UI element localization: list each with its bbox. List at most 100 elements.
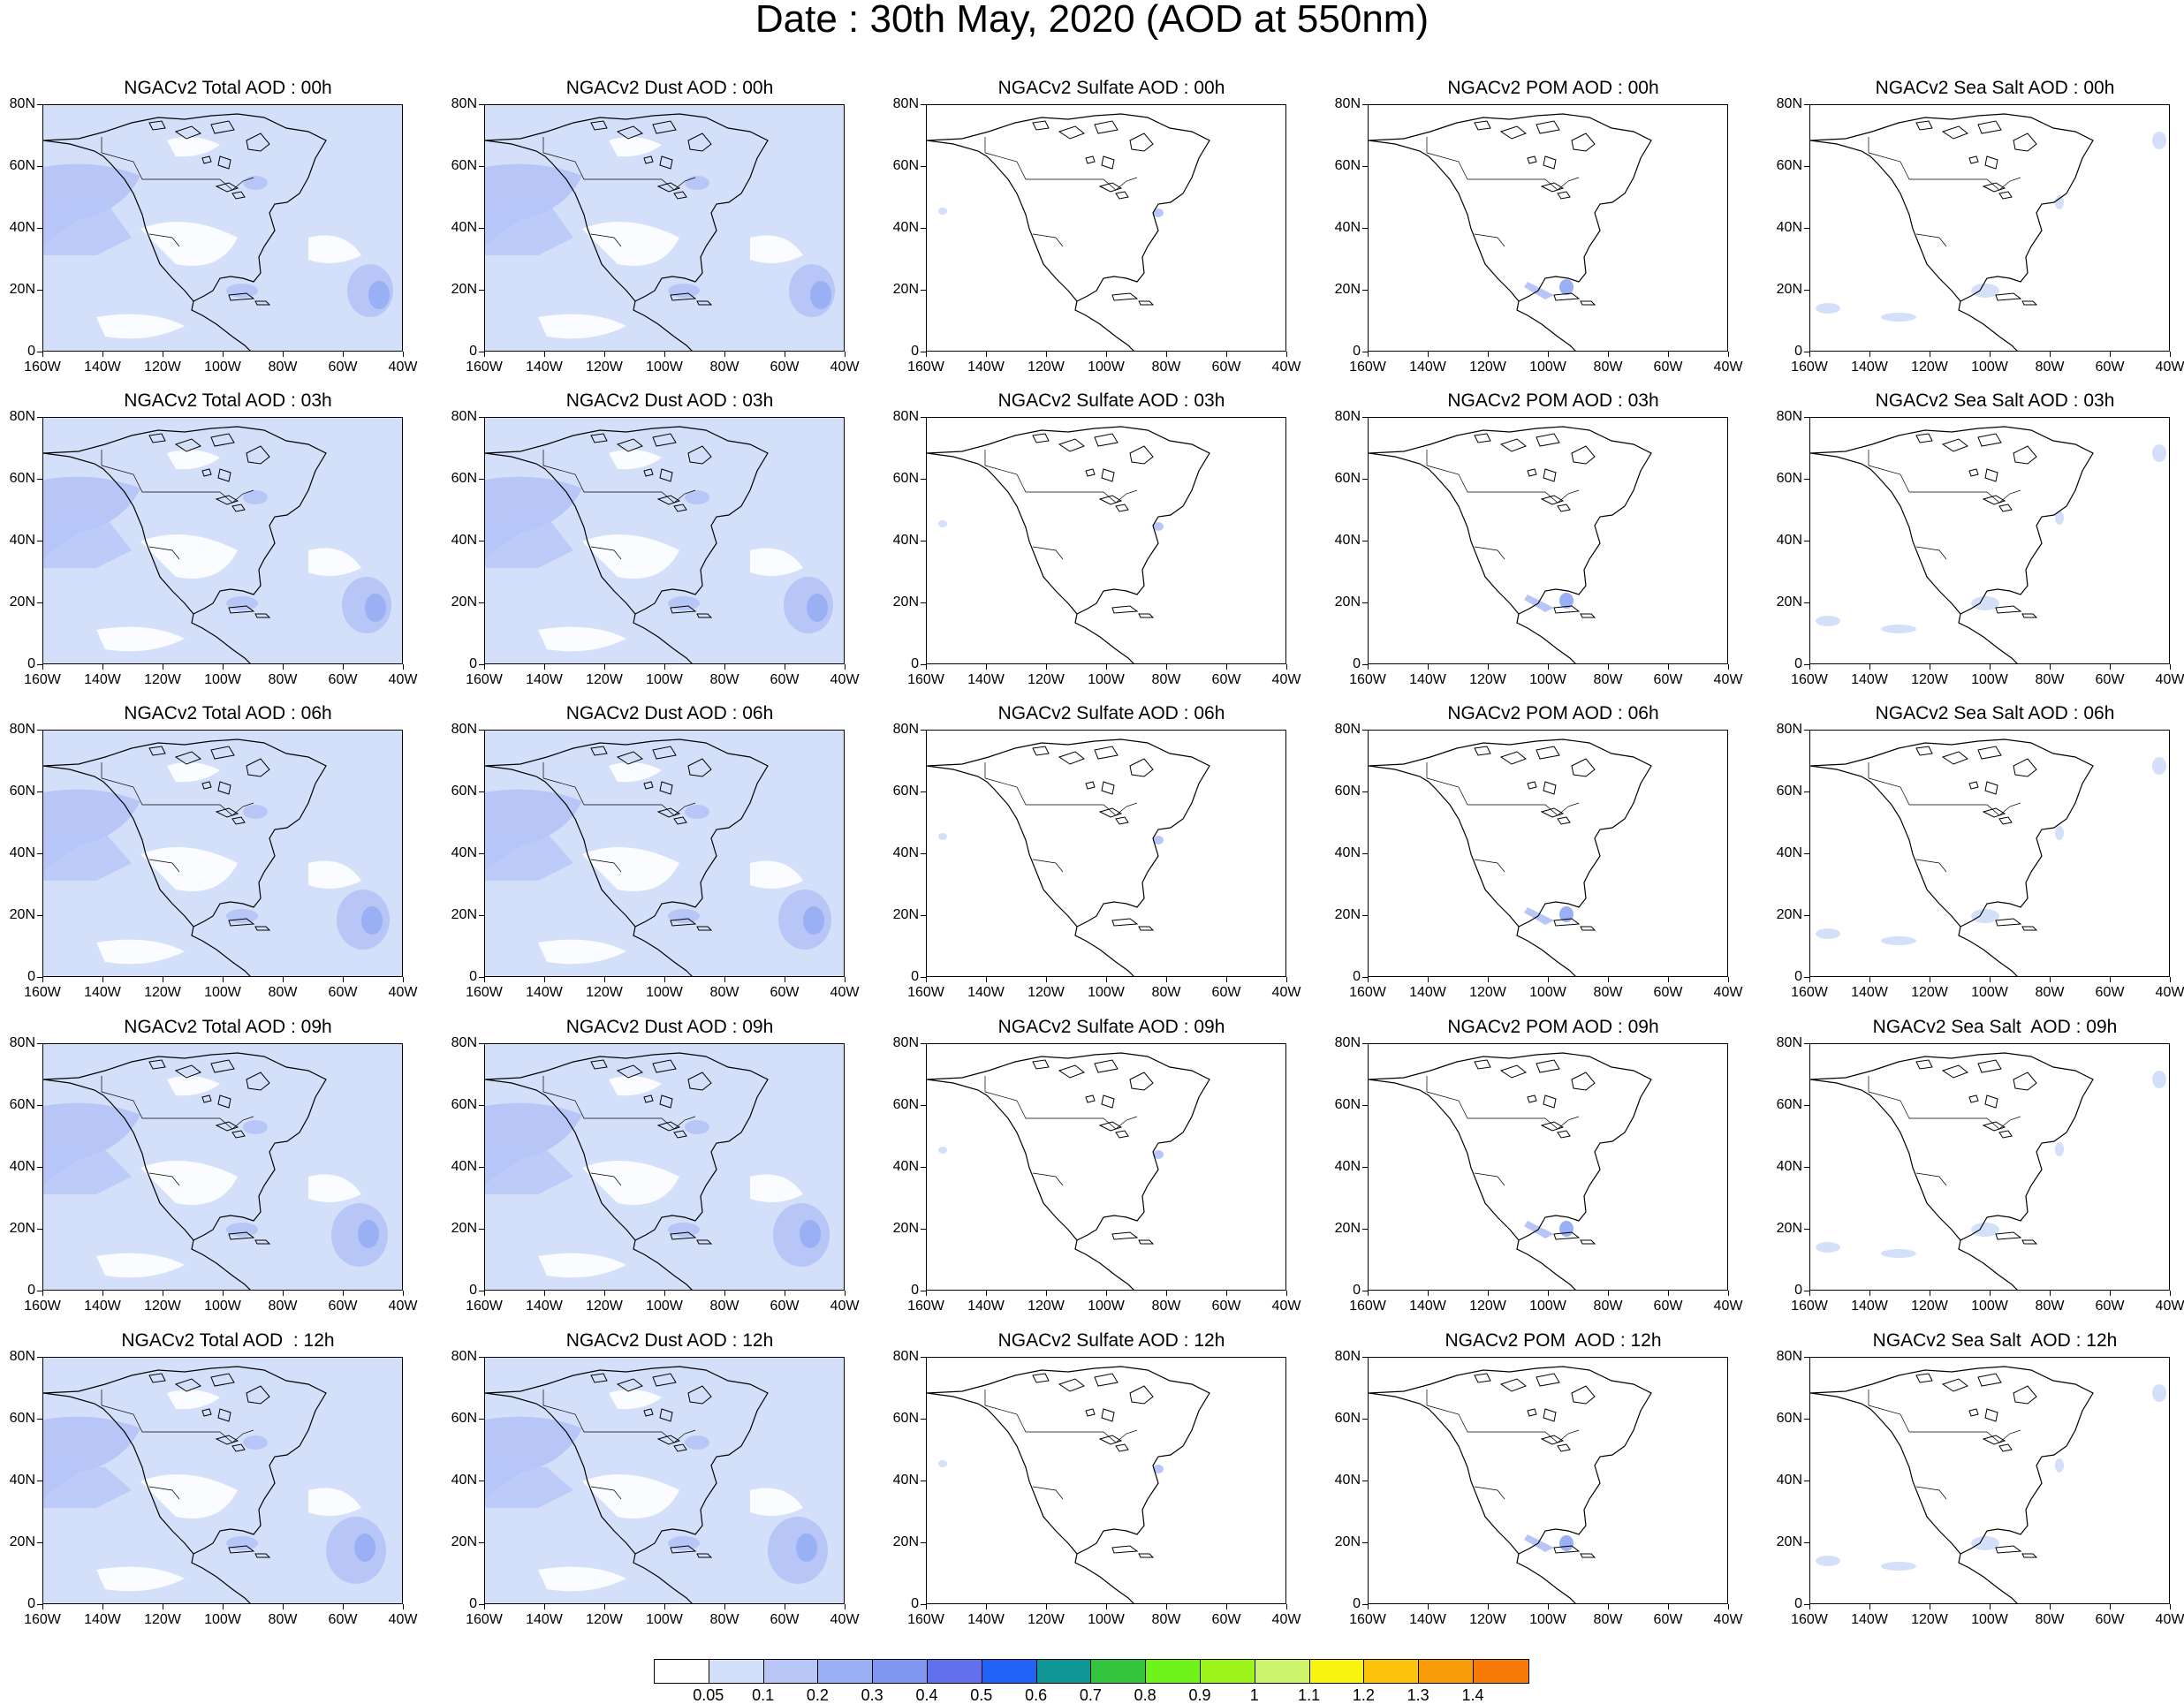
longitude-tick xyxy=(2110,1604,2111,1609)
longitude-tick-label: 140W xyxy=(1851,1299,1888,1314)
colorbar-label: 0.05 xyxy=(693,1686,724,1704)
longitude-tick xyxy=(1106,1291,1107,1296)
latitude-tick xyxy=(1804,915,1809,916)
longitude-tick xyxy=(1809,352,1810,357)
longitude-tick xyxy=(986,1604,987,1609)
latitude-tick-label: 0 xyxy=(469,1283,477,1298)
colorbar-swatch xyxy=(655,1660,709,1683)
north-america-coastline-map xyxy=(485,418,844,663)
longitude-tick-label: 100W xyxy=(1529,360,1566,375)
longitude-tick xyxy=(102,352,103,357)
longitude-tick-label: 80W xyxy=(1593,985,1623,1000)
latitude-tick xyxy=(1362,228,1368,229)
latitude-tick xyxy=(479,1357,484,1358)
longitude-tick-label: 60W xyxy=(2095,360,2125,375)
latitude-tick xyxy=(479,479,484,480)
latitude-tick xyxy=(1804,1604,1809,1605)
longitude-tick xyxy=(1106,352,1107,357)
longitude-tick xyxy=(1668,664,1669,670)
longitude-tick-label: 160W xyxy=(1349,985,1386,1000)
longitude-tick-label: 60W xyxy=(770,985,800,1000)
latitude-tick-label: 0 xyxy=(911,1596,919,1611)
longitude-tick xyxy=(1166,1291,1167,1296)
latitude-tick-label: 0 xyxy=(911,656,919,671)
latitude-tick-label: 60N xyxy=(1776,1097,1802,1112)
longitude-tick xyxy=(42,977,43,982)
longitude-tick-label: 80W xyxy=(268,360,298,375)
longitude-tick xyxy=(1046,1291,1047,1296)
aod-colorbar xyxy=(654,1659,1529,1684)
longitude-tick-label: 140W xyxy=(1851,360,1888,375)
latitude-tick-label: 60N xyxy=(892,1097,919,1112)
colorbar-swatch xyxy=(763,1660,819,1683)
latitude-tick-label: 0 xyxy=(27,1596,35,1611)
latitude-tick xyxy=(921,853,926,854)
longitude-tick xyxy=(1990,352,1991,357)
longitude-tick-label: 40W xyxy=(388,1299,418,1314)
longitude-tick-label: 40W xyxy=(830,1612,860,1627)
longitude-tick-label: 120W xyxy=(586,360,623,375)
latitude-tick-label: 20N xyxy=(1334,1221,1361,1236)
longitude-tick-label: 120W xyxy=(1469,985,1506,1000)
latitude-tick xyxy=(921,166,926,167)
colorbar-label: 0.1 xyxy=(752,1686,775,1704)
panel-title: NGACv2 Sea Salt AOD : 06h xyxy=(1875,703,2115,723)
latitude-tick-label: 0 xyxy=(1353,1596,1361,1611)
longitude-tick-label: 140W xyxy=(526,360,563,375)
longitude-tick xyxy=(2110,1291,2111,1296)
longitude-tick-label: 40W xyxy=(2155,1299,2184,1314)
longitude-tick xyxy=(1990,1604,1991,1609)
latitude-tick-label: 0 xyxy=(911,1283,919,1298)
longitude-tick xyxy=(1728,352,1729,357)
latitude-tick xyxy=(1362,1419,1368,1420)
colorbar-swatch xyxy=(873,1660,928,1683)
longitude-tick-label: 60W xyxy=(1653,360,1683,375)
latitude-tick xyxy=(921,228,926,229)
latitude-tick xyxy=(1804,730,1809,731)
latitude-tick xyxy=(1362,1167,1368,1168)
latitude-tick-label: 40N xyxy=(451,533,477,548)
latitude-tick-label: 20N xyxy=(1776,595,1802,610)
map-panel-ngacv2-sulfate-aod-12h: NGACv2 Sulfate AOD : 12h 80N 60N 40N 20N 0 16… xyxy=(893,1330,1301,1662)
longitude-tick xyxy=(1668,352,1669,357)
panel-title: NGACv2 Sea Salt AOD : 12h xyxy=(1872,1330,2118,1351)
north-america-coastline-map xyxy=(43,731,402,976)
map-plot-area xyxy=(1368,730,1728,977)
panel-title: NGACv2 Total AOD : 06h xyxy=(124,703,332,723)
longitude-tick-label: 100W xyxy=(204,985,241,1000)
longitude-tick-label: 60W xyxy=(1211,985,1241,1000)
longitude-tick-label: 160W xyxy=(466,1612,503,1627)
map-plot-area xyxy=(926,1043,1286,1291)
longitude-tick-label: 120W xyxy=(1911,1612,1948,1627)
north-america-coastline-map xyxy=(1369,738,1652,976)
colorbar-label: 0.5 xyxy=(970,1686,993,1704)
longitude-tick xyxy=(1548,977,1549,982)
latitude-tick xyxy=(1362,166,1368,167)
longitude-tick-label: 160W xyxy=(907,360,944,375)
longitude-tick xyxy=(283,977,284,982)
longitude-tick-label: 120W xyxy=(1469,672,1506,687)
latitude-tick xyxy=(1362,479,1368,480)
colorbar-swatch xyxy=(1091,1660,1147,1683)
latitude-tick-label: 20N xyxy=(451,282,477,297)
longitude-tick xyxy=(102,1604,103,1609)
colorbar-label: 0.4 xyxy=(915,1686,938,1704)
longitude-tick-label: 80W xyxy=(268,1612,298,1627)
latitude-tick xyxy=(1362,791,1368,792)
longitude-tick xyxy=(2050,1604,2051,1609)
north-america-coastline-map xyxy=(43,418,402,663)
longitude-tick-label: 80W xyxy=(1593,1612,1623,1627)
longitude-tick-label: 100W xyxy=(204,672,241,687)
latitude-tick-label: 60N xyxy=(1776,158,1802,173)
panel-title: NGACv2 POM AOD : 06h xyxy=(1447,703,1659,723)
longitude-tick xyxy=(1668,977,1669,982)
longitude-tick xyxy=(664,1604,665,1609)
longitude-tick xyxy=(1046,1604,1047,1609)
latitude-tick xyxy=(921,479,926,480)
latitude-tick xyxy=(479,104,484,105)
longitude-tick xyxy=(1046,664,1047,670)
longitude-tick-label: 40W xyxy=(1713,1612,1743,1627)
north-america-coastline-map xyxy=(43,1044,402,1290)
latitude-tick xyxy=(479,417,484,418)
latitude-tick-label: 0 xyxy=(1794,1596,1802,1611)
